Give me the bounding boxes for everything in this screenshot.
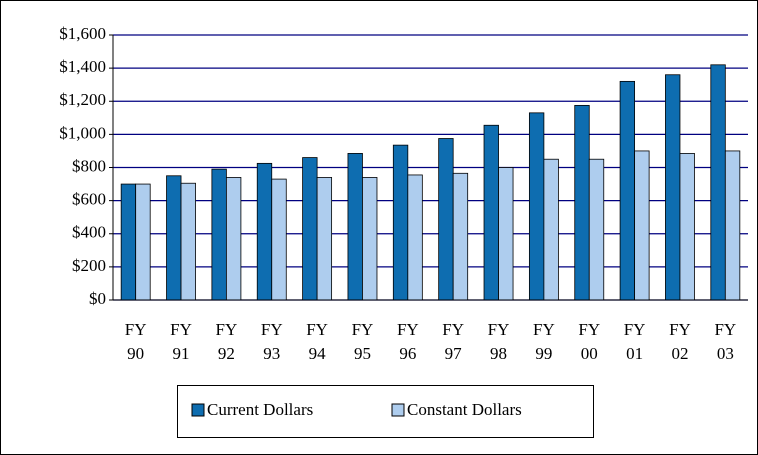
legend-box [177,385,594,438]
bar [710,64,726,301]
x-tick-label: FY 97 [442,320,465,363]
x-tick-label: FY 00 [578,320,601,363]
y-tick-label: $1,600 [59,24,106,43]
y-tick-label: $200 [72,256,106,275]
x-tick-label: FY 02 [669,320,691,363]
bar [528,112,545,301]
x-tick-label: FY 93 [260,320,283,363]
bar [135,183,151,301]
bar [483,124,499,301]
bar [271,178,287,301]
x-tick-label: FY 98 [487,320,510,363]
x-tick-label: FY 03 [714,320,737,363]
bar [407,174,423,301]
bar [498,167,514,301]
legend-swatch [391,403,405,417]
bar [362,177,378,301]
bar [679,153,695,301]
bar [438,138,454,301]
bar [588,158,605,301]
bar [634,150,650,301]
bar [665,74,681,301]
y-tick-label: $1,400 [59,57,106,76]
bar [392,144,409,301]
bar [256,162,273,301]
x-tick-label: FY 95 [351,320,374,363]
bar [166,175,182,301]
bar [619,80,636,301]
bar [724,150,741,301]
bar [302,157,318,301]
x-tick-label: FY 94 [306,320,328,363]
x-tick-label: FY 99 [533,320,555,363]
legend-label: Constant Dollars [407,400,522,419]
bar [211,168,227,301]
x-tick-label: FY 92 [215,320,238,363]
bar [574,104,590,301]
y-tick-label: $0 [89,289,106,308]
x-tick-label: FY 90 [124,320,147,363]
x-tick-label: FY 96 [396,320,419,363]
y-tick-label: $800 [72,156,106,175]
bar [347,153,363,301]
bar [225,177,242,301]
legend-label: Current Dollars [207,400,313,419]
x-tick-label: FY 01 [623,320,646,363]
bar [120,183,137,301]
y-tick-label: $1,200 [59,90,106,109]
bar [452,172,469,301]
y-tick-label: $600 [72,190,106,209]
y-tick-label: $400 [72,223,106,242]
bar [180,182,196,301]
x-tick-label: FY 91 [170,320,192,363]
legend-swatch [191,403,205,417]
y-tick-label: $1,000 [59,123,106,142]
bar [316,177,333,301]
bar [543,158,559,301]
